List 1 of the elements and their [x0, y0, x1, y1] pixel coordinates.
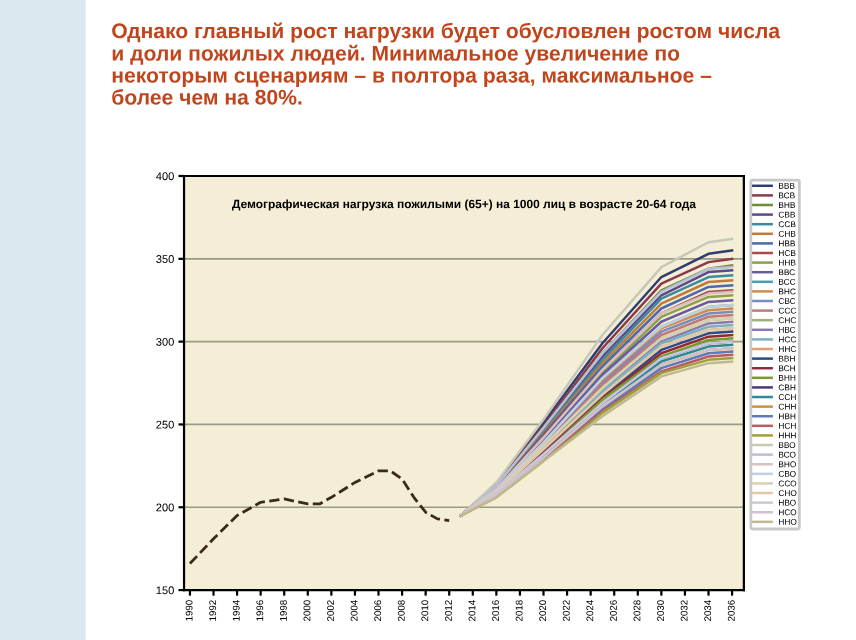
chart-title: Однако главный рост нагрузки будет обусловлен ростом числа и доли пожилых людей. Минимальное увеличение по некоторым сценариям – в полтора раза, максимальное – более чем на 80%.: [112, 22, 781, 105]
